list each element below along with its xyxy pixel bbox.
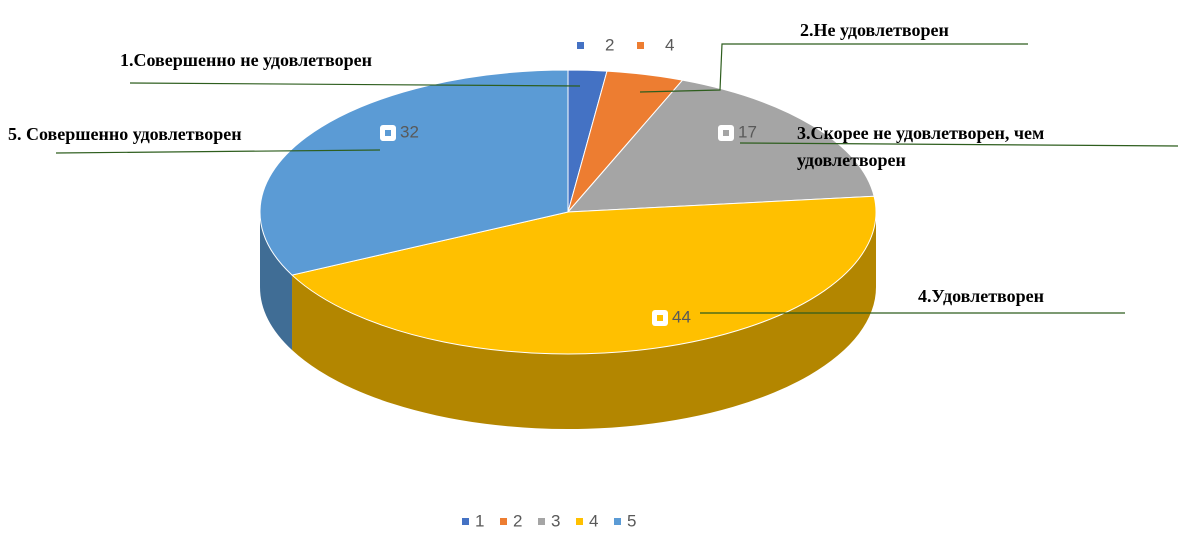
leader-line bbox=[55, 149, 381, 154]
slice-label: 1.Совершенно не удовлетворен bbox=[120, 50, 372, 70]
legend-swatch bbox=[538, 518, 545, 525]
label-marker bbox=[577, 42, 584, 49]
legend-swatch bbox=[576, 518, 583, 525]
leader-line bbox=[739, 142, 1178, 147]
slice-label: 3.Скорее не удовлетворен, чем bbox=[797, 123, 1044, 143]
legend-label: 2 bbox=[513, 511, 522, 530]
leader-lines bbox=[55, 43, 1178, 314]
data-label: 32 bbox=[400, 122, 419, 141]
slice-label: удовлетворен bbox=[797, 150, 906, 170]
leader-line bbox=[129, 82, 581, 87]
pie-tops bbox=[259, 69, 877, 355]
legend-swatch bbox=[614, 518, 621, 525]
leader-line bbox=[639, 43, 1028, 93]
legend-label: 4 bbox=[589, 511, 598, 530]
slice-label: 4.Удовлетворен bbox=[918, 286, 1044, 306]
slice-side bbox=[260, 212, 293, 351]
data-label: 2 bbox=[605, 35, 614, 54]
legend-label: 5 bbox=[627, 511, 636, 530]
legend-swatch bbox=[500, 518, 507, 525]
legend-swatch bbox=[462, 518, 469, 525]
data-label: 17 bbox=[738, 122, 757, 141]
legend-label: 3 bbox=[551, 511, 560, 530]
slice-label: 5. Совершенно удовлетворен bbox=[8, 124, 242, 144]
slice-label: 2.Не удовлетворен bbox=[800, 20, 949, 40]
slice bbox=[566, 79, 875, 213]
pie-sides bbox=[260, 212, 876, 429]
label-marker bbox=[637, 42, 644, 49]
label-marker-inner bbox=[385, 130, 391, 136]
legend-label: 1 bbox=[475, 511, 484, 530]
slice bbox=[259, 69, 569, 276]
data-label: 4 bbox=[665, 35, 674, 54]
slice-side bbox=[292, 212, 876, 429]
data-label: 44 bbox=[672, 307, 691, 326]
slice bbox=[291, 195, 877, 355]
label-marker-inner bbox=[723, 130, 729, 136]
label-marker-inner bbox=[657, 315, 663, 321]
